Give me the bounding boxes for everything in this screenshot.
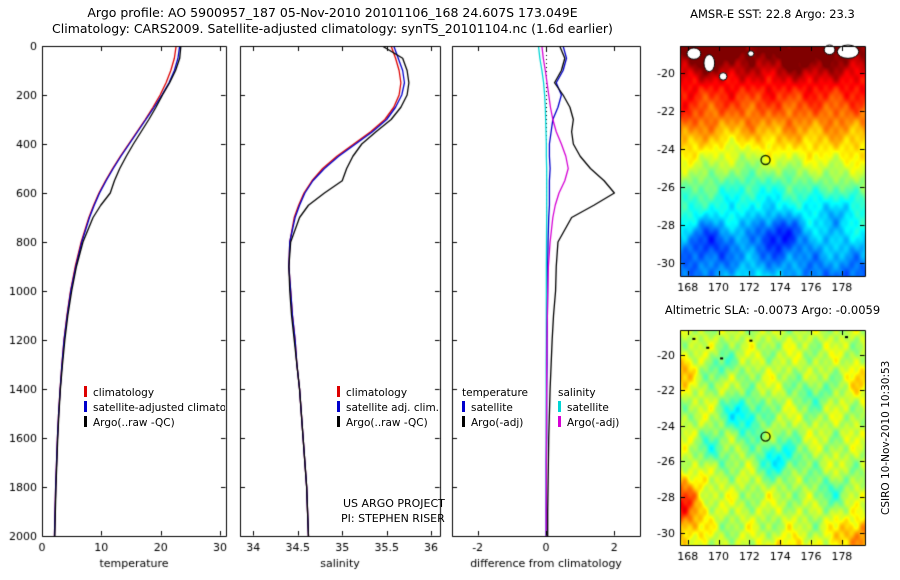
- sal-satellite-line-swatch: [558, 401, 561, 412]
- legend-label: satellite adj. clim.: [346, 402, 439, 414]
- figure-title: Argo profile: AO 5900957_187 05-Nov-2010…: [87, 5, 578, 20]
- salinity-legend: climatology satellite adj. clim. Argo(..…: [337, 386, 439, 431]
- legend-label: Argo(..raw -QC): [93, 417, 175, 429]
- us-argo-project-note: US ARGO PROJECT: [343, 497, 445, 510]
- legend-label: Argo(-adj): [567, 417, 620, 429]
- temp-argo-line-swatch: [462, 416, 465, 427]
- argo-line-swatch: [337, 416, 340, 427]
- sst-map-title: AMSR-E SST: 22.8 Argo: 23.3: [690, 7, 855, 21]
- legend-label: satellite: [471, 402, 513, 414]
- legend-label: climatology: [93, 387, 155, 399]
- legend-label: climatology: [346, 387, 408, 399]
- satellite-adjusted-line-swatch: [84, 401, 87, 412]
- pi-note: PI: STEPHEN RISER: [341, 512, 445, 525]
- satellite-adjusted-line-swatch: [337, 401, 340, 412]
- legend-column-header: salinity: [558, 387, 596, 399]
- difference-legend-temperature: temperature satellite Argo(-adj): [462, 386, 554, 431]
- credit-timestamp: CSIRO 10-Nov-2010 10:30:53: [880, 360, 892, 516]
- legend-label: Argo(..raw -QC): [346, 417, 428, 429]
- figure-subtitle: Climatology: CARS2009. Satellite-adjuste…: [52, 21, 613, 36]
- legend-item: satellite: [462, 401, 554, 416]
- legend-item: satellite adj. clim.: [337, 401, 439, 416]
- legend-item: Argo(-adj): [462, 416, 554, 431]
- argo-line-swatch: [84, 416, 87, 427]
- legend-item: climatology: [337, 386, 439, 401]
- legend-label: satellite: [567, 402, 609, 414]
- sla-map-title: Altimetric SLA: -0.0073 Argo: -0.0059: [664, 303, 881, 317]
- legend-item: satellite-adjusted climatology: [84, 401, 225, 416]
- legend-item: satellite: [558, 401, 638, 416]
- climatology-line-swatch: [337, 386, 340, 397]
- sal-argo-line-swatch: [558, 416, 561, 427]
- legend-column-header: temperature: [462, 387, 528, 399]
- legend-item: Argo(..raw -QC): [84, 416, 225, 431]
- temperature-legend: climatology satellite-adjusted climatolo…: [84, 386, 225, 431]
- legend-label: satellite-adjusted climatology: [93, 402, 225, 414]
- difference-legend-salinity: salinity satellite Argo(-adj): [558, 386, 638, 431]
- legend-item: Argo(-adj): [558, 416, 638, 431]
- legend-item: Argo(..raw -QC): [337, 416, 439, 431]
- legend-item: climatology: [84, 386, 225, 401]
- temp-satellite-line-swatch: [462, 401, 465, 412]
- legend-label: Argo(-adj): [471, 417, 524, 429]
- climatology-line-swatch: [84, 386, 87, 397]
